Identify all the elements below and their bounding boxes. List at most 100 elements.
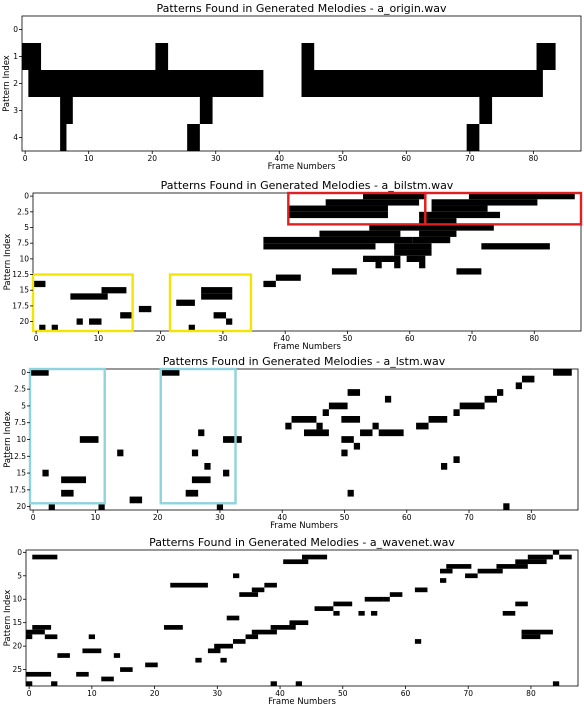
heatmap-cell xyxy=(364,596,384,602)
y-tick-label: 0 xyxy=(17,548,22,557)
y-tick-label: 5 xyxy=(24,223,29,232)
heatmap-cell xyxy=(89,318,102,325)
heatmap-cell xyxy=(369,224,494,231)
heatmap-cell xyxy=(341,416,361,423)
heatmap-cell xyxy=(275,274,301,281)
x-tick-label: 0 xyxy=(34,334,39,343)
heatmap-cell xyxy=(383,596,390,602)
heatmap-cell xyxy=(57,653,70,658)
heatmap-cell xyxy=(456,268,482,275)
heatmap-cell xyxy=(441,463,448,470)
heatmap-cell xyxy=(288,211,388,219)
y-tick-label: 0 xyxy=(21,368,26,377)
heatmap-cell xyxy=(428,416,448,423)
heatmap-cell xyxy=(155,43,169,70)
y-tick-label: 0 xyxy=(13,25,18,34)
heatmap-cell xyxy=(191,449,199,457)
heatmap-cell xyxy=(32,554,58,560)
heatmap-cell xyxy=(226,318,233,325)
x-tick-label: 80 xyxy=(530,334,540,343)
y-tick-label: 25 xyxy=(12,665,22,674)
heatmap-cell xyxy=(233,639,246,644)
heatmap-cell xyxy=(239,592,259,597)
x-tick-label: 50 xyxy=(338,689,348,698)
heatmap-cell xyxy=(453,409,460,416)
heatmap-cell xyxy=(536,43,556,70)
x-axis-label: Frame Numbers xyxy=(273,342,341,352)
heatmap-cell xyxy=(496,564,528,569)
y-tick-label: 10 xyxy=(16,435,26,444)
heatmap-cell xyxy=(226,615,240,621)
x-tick-label: 70 xyxy=(467,334,477,343)
heatmap-cell xyxy=(213,312,227,319)
heatmap-cell xyxy=(220,657,227,663)
heatmap-cell xyxy=(187,124,200,151)
heatmap-cell xyxy=(468,193,575,200)
heatmap-cell xyxy=(394,243,432,250)
heatmap-cell xyxy=(120,312,133,319)
heatmap-cell xyxy=(301,70,543,97)
heatmap-cell xyxy=(198,429,205,437)
x-tick-label: 60 xyxy=(401,689,411,698)
plot-frame xyxy=(25,549,579,687)
x-tick-label: 40 xyxy=(277,513,287,522)
heatmap-cell xyxy=(61,489,74,497)
heatmap-cell xyxy=(201,287,233,294)
heatmap-cell xyxy=(295,681,302,686)
highlight-box xyxy=(168,273,253,333)
x-tick-label: 60 xyxy=(402,154,412,163)
x-tick-label: 80 xyxy=(527,513,537,522)
heatmap-cell xyxy=(325,199,420,206)
y-tick-label: 1 xyxy=(13,52,18,61)
heatmap-cell xyxy=(358,610,365,616)
heatmap-cell xyxy=(170,582,208,588)
heatmap-cell xyxy=(431,205,488,212)
heatmap-cell xyxy=(484,395,498,403)
x-tick-label: 10 xyxy=(84,154,94,163)
y-tick-label: 15 xyxy=(12,618,22,627)
y-axis-label: Pattern Index xyxy=(3,590,13,647)
y-tick-label: 2 xyxy=(13,79,18,88)
heatmap-cell xyxy=(101,287,127,294)
y-tick-label: 0 xyxy=(24,192,29,201)
heatmap-cell xyxy=(521,375,535,383)
heatmap-cell xyxy=(301,43,315,70)
heatmap-cell xyxy=(394,262,401,269)
heatmap-cell xyxy=(431,199,538,206)
x-tick-label: 30 xyxy=(215,513,225,522)
heatmap-cell xyxy=(88,634,95,640)
x-tick-label: 50 xyxy=(340,513,350,522)
y-tick-label: 7.5 xyxy=(17,239,29,248)
x-tick-label: 20 xyxy=(156,334,166,343)
heatmap-cell xyxy=(459,402,485,410)
highlight-box xyxy=(159,367,237,505)
heatmap-cell xyxy=(341,449,348,457)
heatmap-cell xyxy=(347,389,361,396)
y-tick-label: 4 xyxy=(13,133,18,142)
x-tick-label: 40 xyxy=(280,334,290,343)
heatmap-cell xyxy=(453,456,460,463)
heatmap-cell xyxy=(416,422,429,430)
y-tick-label: 20 xyxy=(16,502,26,511)
heatmap-cell xyxy=(319,230,401,237)
heatmap-cell xyxy=(419,211,501,219)
y-tick-label: 2.5 xyxy=(14,385,26,394)
heatmap-cell xyxy=(204,463,211,470)
highlight-box xyxy=(28,367,106,505)
y-tick-label: 10 xyxy=(19,254,29,263)
heatmap-cell xyxy=(502,610,516,616)
y-tick-label: 20 xyxy=(19,317,29,326)
heatmap-cell xyxy=(26,681,33,686)
heatmap-cell xyxy=(552,681,560,686)
heatmap-cell xyxy=(291,416,317,423)
heatmap-cell xyxy=(79,436,99,443)
heatmap-cell xyxy=(188,324,195,331)
heatmap-cell xyxy=(120,667,133,672)
heatmap-cell xyxy=(521,629,553,635)
heatmap-cell xyxy=(465,573,478,579)
heatmap-cell xyxy=(412,236,451,244)
heatmap-cell xyxy=(288,205,388,212)
heatmap-cell xyxy=(263,280,276,288)
heatmap-cell xyxy=(503,503,510,510)
x-tick-label: 10 xyxy=(94,334,104,343)
